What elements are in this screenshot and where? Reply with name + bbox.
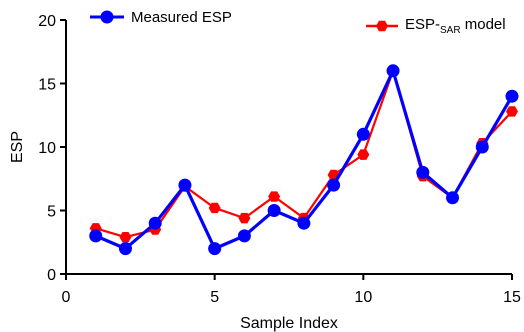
y-tick-label: 5	[47, 204, 56, 221]
esp-sar-model-point	[506, 106, 518, 117]
esp-sar-model-point	[208, 202, 221, 214]
y-axis-label: ESP	[9, 131, 26, 163]
legend-esp-sar-tail: model	[461, 16, 506, 33]
measured-esp-point	[386, 64, 400, 78]
measured-esp-point	[356, 127, 370, 141]
legend-measured-esp-marker	[100, 10, 114, 24]
esp-sar-model-point	[238, 212, 251, 224]
y-tick-label: 20	[38, 13, 56, 30]
esp-sar-model-point	[357, 149, 370, 160]
y-tick-label: 0	[47, 267, 56, 284]
measured-esp-point	[148, 216, 162, 230]
legend-esp-sar-marker	[376, 20, 388, 32]
measured-esp-point	[118, 242, 132, 256]
measured-esp-point	[237, 229, 251, 243]
esp-sar-model-line	[95, 69, 513, 239]
measured-esp-point	[505, 89, 519, 103]
series-esp-sar-model	[89, 65, 518, 243]
measured-esp-point	[327, 178, 341, 192]
measured-esp-point	[178, 178, 192, 192]
measured-esp-point	[89, 229, 103, 243]
y-tick-label: 10	[38, 140, 56, 157]
y-tick-label: 15	[38, 77, 56, 94]
series-measured-esp	[89, 64, 519, 256]
measured-esp-point	[416, 165, 430, 179]
x-tick-label: 5	[210, 289, 219, 306]
x-tick-label: 15	[503, 289, 521, 306]
measured-esp-point	[475, 140, 489, 154]
legend-measured-esp: Measured ESP	[90, 9, 232, 26]
measured-esp-point	[446, 191, 460, 205]
x-tick-label: 10	[354, 289, 372, 306]
legend-esp-sar-sub: SAR	[440, 25, 461, 36]
measured-esp-point	[297, 216, 311, 230]
legend-esp-sar-label: ESP-SAR model	[405, 16, 506, 36]
x-axis-label: Sample Index	[240, 315, 338, 332]
x-tick-label: 0	[62, 289, 71, 306]
legend-esp-sar-main: ESP-	[405, 16, 440, 33]
ticks: 0 5 10 15 20 0 5 10 15	[38, 13, 521, 306]
legend-measured-esp-label: Measured ESP	[131, 9, 232, 26]
measured-esp-point	[208, 242, 222, 256]
legend-esp-sar-model: ESP-SAR model	[366, 16, 506, 36]
esp-sar-model-point	[119, 231, 132, 243]
measured-esp-point	[267, 204, 281, 217]
esp-sar-model-point	[268, 191, 281, 202]
